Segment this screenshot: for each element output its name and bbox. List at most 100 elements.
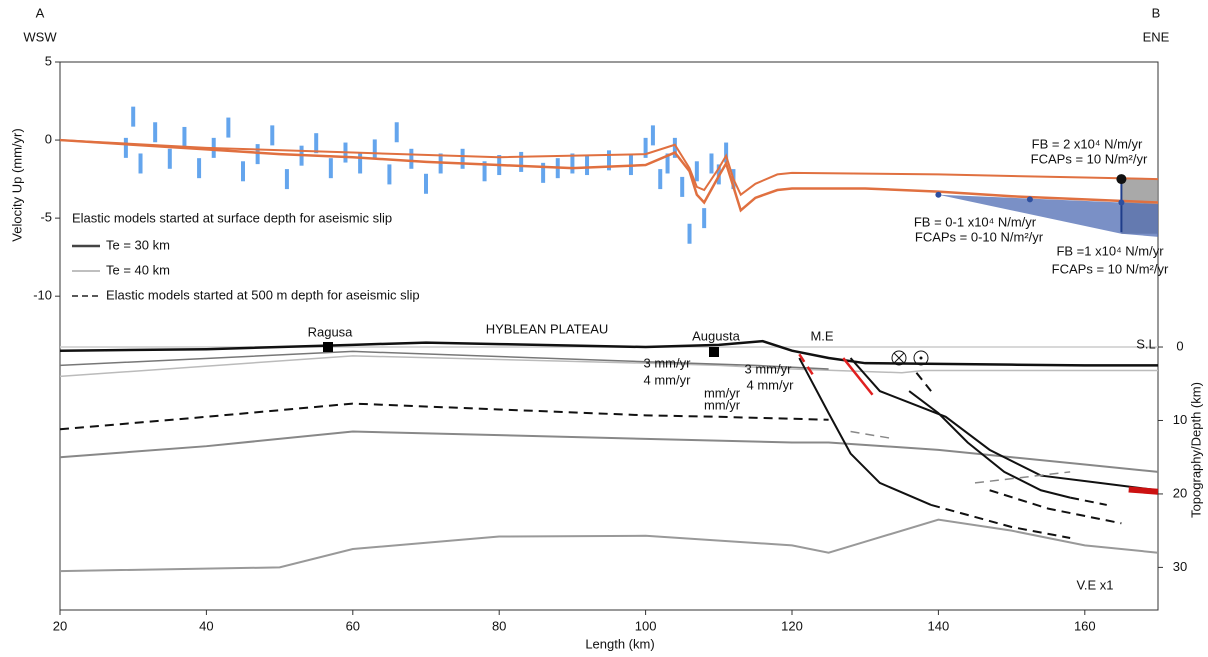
y-axis-label: Velocity Up (mm/yr) xyxy=(9,128,24,241)
plot-frame xyxy=(59,61,1159,611)
annotation: S.L xyxy=(1136,336,1156,351)
y-tick-label: 0 xyxy=(45,132,52,147)
legend-label: Te = 40 km xyxy=(106,262,170,277)
gps-point xyxy=(226,117,231,138)
gps-point xyxy=(709,153,714,174)
y-tick-label: 5 xyxy=(45,53,52,68)
force-marker xyxy=(1026,196,1033,203)
annotation: 4 mm/yr xyxy=(644,372,692,387)
x-axis-label: Length (km) xyxy=(585,636,654,651)
gps-point xyxy=(123,137,128,158)
profile-line xyxy=(974,471,1071,484)
annotation: 4 mm/yr xyxy=(747,377,795,392)
y2-tick-label: 10 xyxy=(1173,412,1187,427)
x-tick-label: 120 xyxy=(781,618,803,633)
legend-title: Elastic models started at surface depth … xyxy=(72,210,392,225)
annotation: Ragusa xyxy=(308,324,354,339)
gps-point xyxy=(694,161,699,182)
gps-point xyxy=(460,148,465,169)
profile-line xyxy=(798,353,816,378)
annotation: 3 mm/yr xyxy=(745,361,793,376)
x-tick-label: 160 xyxy=(1074,618,1096,633)
annotation: FB = 0-1 x10⁴ N/m/yr xyxy=(914,214,1037,229)
gps-point xyxy=(270,125,275,146)
gps-point xyxy=(585,155,590,176)
gps-point xyxy=(255,144,260,165)
out-page-symbol xyxy=(913,350,929,366)
gps-point xyxy=(424,173,428,194)
gps-point xyxy=(482,161,487,182)
profile-line xyxy=(798,357,932,506)
annotation: FB = 2 x10⁴ N/m/yr xyxy=(1032,136,1143,151)
gps-point xyxy=(387,164,392,185)
annotation: WSW xyxy=(23,29,57,44)
y2-tick-label: 30 xyxy=(1173,559,1187,574)
annotation: B xyxy=(1152,5,1161,20)
annotation: FB =1 x10⁴ N/m/yr xyxy=(1056,243,1164,258)
profile-line xyxy=(915,372,932,392)
x-tick-label: 80 xyxy=(492,618,506,633)
x-tick-label: 20 xyxy=(53,618,67,633)
annotation: M.E xyxy=(810,328,833,343)
y2-axis-label: Topography/Depth (km) xyxy=(1188,382,1203,518)
gps-point xyxy=(665,153,670,174)
profile-line xyxy=(930,503,1071,539)
gps-point xyxy=(409,148,414,169)
annotation: 3 mm/yr xyxy=(644,355,692,370)
force-band xyxy=(938,194,1158,237)
profile-line xyxy=(908,390,1071,499)
annotation: mm/yr xyxy=(704,397,741,412)
gps-point xyxy=(167,148,172,169)
gps-point xyxy=(680,176,685,197)
x-tick-label: 100 xyxy=(635,618,657,633)
town-marker xyxy=(323,342,333,352)
force-marker xyxy=(1118,199,1125,206)
annotation: HYBLEAN PLATEAU xyxy=(486,321,609,336)
gps-point xyxy=(131,106,136,127)
y2-tick-label: 20 xyxy=(1173,485,1187,500)
profile-line xyxy=(59,350,829,370)
y2-tick-label: 0 xyxy=(1176,338,1183,353)
into-page-cross xyxy=(893,352,905,364)
gps-point xyxy=(650,125,655,146)
annotation: FCAPs = 10 N/m²/yr xyxy=(1052,261,1169,276)
profile-line xyxy=(850,430,895,440)
profile-line xyxy=(59,139,1159,197)
gps-point xyxy=(358,153,363,174)
gps-point xyxy=(328,158,333,179)
out-page-dot xyxy=(919,356,923,360)
gps-point xyxy=(284,169,289,190)
gps-point xyxy=(394,122,399,143)
gps-point xyxy=(607,150,611,171)
profile-line xyxy=(59,430,1159,473)
x-tick-label: 60 xyxy=(346,618,360,633)
profile-line xyxy=(59,518,1159,573)
annotation: V.E x1 xyxy=(1076,577,1113,592)
annotation: Augusta xyxy=(692,328,740,343)
gps-point xyxy=(687,223,692,244)
gps-point xyxy=(570,153,575,174)
gps-point xyxy=(541,162,546,183)
gps-point xyxy=(197,158,202,179)
gps-point xyxy=(658,169,663,190)
gps-point xyxy=(643,137,648,158)
profile-line xyxy=(59,402,829,431)
profile-line xyxy=(989,489,1122,525)
annotation: FCAPs = 10 N/m²/yr xyxy=(1031,151,1148,166)
into-page-symbol xyxy=(891,350,907,366)
profile-line xyxy=(59,138,1159,213)
legend-label: Te = 30 km xyxy=(106,237,170,252)
town-marker xyxy=(709,347,719,357)
force-marker xyxy=(1116,174,1127,185)
profile-line xyxy=(1069,496,1107,506)
gps-point xyxy=(702,208,707,229)
gps-point xyxy=(314,133,319,154)
legend-label: Elastic models started at 500 m depth fo… xyxy=(106,287,420,302)
gps-point xyxy=(138,153,143,174)
x-tick-label: 40 xyxy=(199,618,213,633)
profile-line xyxy=(59,339,1158,367)
gps-point xyxy=(153,122,158,143)
gps-point xyxy=(519,151,524,172)
annotation: A xyxy=(36,5,45,20)
